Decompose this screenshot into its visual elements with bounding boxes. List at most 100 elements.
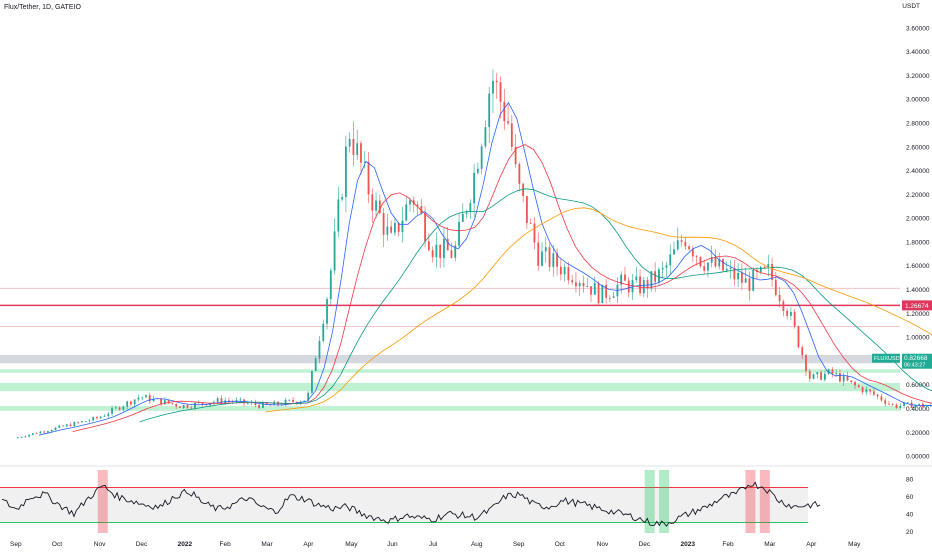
candle-body (250, 402, 253, 404)
time-axis-label: Oct (52, 541, 62, 548)
candle-body (99, 416, 102, 419)
time-axis-label: Jul (429, 541, 438, 548)
candle-body (50, 430, 53, 432)
candle-body (854, 382, 856, 386)
time-axis-label: May (848, 541, 861, 548)
candle-body (322, 323, 325, 341)
candle-body (299, 401, 302, 404)
oversold-highlight (644, 470, 655, 533)
level-price-badge (902, 300, 932, 311)
candle-body (216, 398, 219, 402)
candle-body (808, 371, 811, 379)
price-axis-unit: USDT (902, 3, 920, 10)
candle-body (665, 265, 668, 268)
candle-body (507, 121, 509, 124)
countdown-label: 06:43:27 (904, 363, 925, 369)
candle-body (654, 271, 657, 282)
oscillator-line (1, 481, 821, 527)
candle-body (197, 402, 200, 404)
candle-body (537, 242, 540, 266)
candle-body (39, 431, 42, 434)
time-axis-label: Mar (764, 541, 776, 548)
candle-body (435, 244, 438, 258)
candle-body (533, 223, 536, 243)
time-axis-label: 2023 (680, 541, 695, 548)
candle-body (522, 183, 525, 197)
candle-body (292, 399, 294, 402)
candle-body (148, 395, 151, 402)
price-tick-label: 1.60000 (906, 263, 930, 270)
candle-body (925, 406, 928, 408)
candle-body (575, 282, 577, 287)
candle-body (341, 197, 344, 200)
time-axis-label: Feb (220, 541, 232, 548)
price-tick-label: 1.40000 (906, 287, 930, 294)
candle-body (58, 425, 61, 428)
candle-body (865, 389, 868, 393)
candle-body (499, 82, 502, 102)
candle-body (111, 408, 113, 414)
candle-body (695, 256, 698, 258)
candle-body (559, 266, 562, 275)
candle-body (627, 280, 630, 293)
oversold-highlight (659, 470, 670, 533)
chart-title: Flux/Tether, 1D, GATEIO (4, 4, 81, 11)
candle-body (605, 284, 608, 298)
time-axis-label: Jun (387, 541, 398, 548)
candle-body (510, 123, 513, 147)
candle-body (103, 415, 106, 417)
candle-body (326, 299, 328, 324)
overbought-highlight (759, 470, 770, 533)
candle-body (458, 221, 460, 246)
candle-body (740, 272, 743, 283)
price-tick-label: 1.80000 (906, 239, 930, 246)
candle-body (473, 172, 476, 204)
candle-body (872, 391, 875, 395)
candle-body (311, 370, 313, 393)
candle-body (465, 211, 468, 214)
candle-body (884, 400, 887, 404)
candle-body (284, 400, 287, 406)
price-tick-label: 1.20000 (906, 311, 930, 318)
candle-body (876, 394, 879, 397)
candle-body (816, 372, 819, 375)
candle-body (759, 266, 762, 273)
candle-body (480, 146, 483, 169)
candle-body (20, 436, 23, 438)
time-axis-label: Sep (513, 541, 525, 548)
candle-body (801, 347, 804, 356)
candle-body (680, 240, 683, 242)
time-axis-label: 2022 (178, 541, 193, 548)
candle-body (133, 399, 136, 405)
candle-body (903, 402, 905, 406)
candle-body (258, 405, 261, 408)
price-tick-label: 3.40000 (906, 49, 930, 56)
candle-body (43, 431, 46, 433)
candle-body (254, 402, 257, 406)
candle-body (80, 421, 83, 423)
candle-body (895, 404, 898, 408)
candle-body (688, 246, 690, 250)
candle-body (488, 93, 491, 128)
candle-body (710, 256, 713, 263)
candle-body (673, 249, 675, 255)
candle-body (548, 247, 551, 267)
candle-body (69, 424, 72, 427)
candle-body (409, 200, 411, 205)
candle-body (812, 374, 815, 379)
candle-body (556, 253, 558, 267)
candle-body (246, 403, 249, 405)
candle-body (906, 402, 909, 404)
time-axis-label: Nov (94, 541, 106, 548)
candle-body (212, 401, 215, 404)
candle-body (910, 402, 913, 409)
candle-body (307, 392, 310, 401)
candle-body (778, 294, 781, 302)
candle-body (624, 274, 626, 281)
candle-body (107, 413, 110, 416)
candle-body (793, 311, 796, 327)
price-tick-label: 3.60000 (906, 25, 930, 32)
candle-body (375, 200, 377, 211)
candle-body (363, 161, 366, 163)
